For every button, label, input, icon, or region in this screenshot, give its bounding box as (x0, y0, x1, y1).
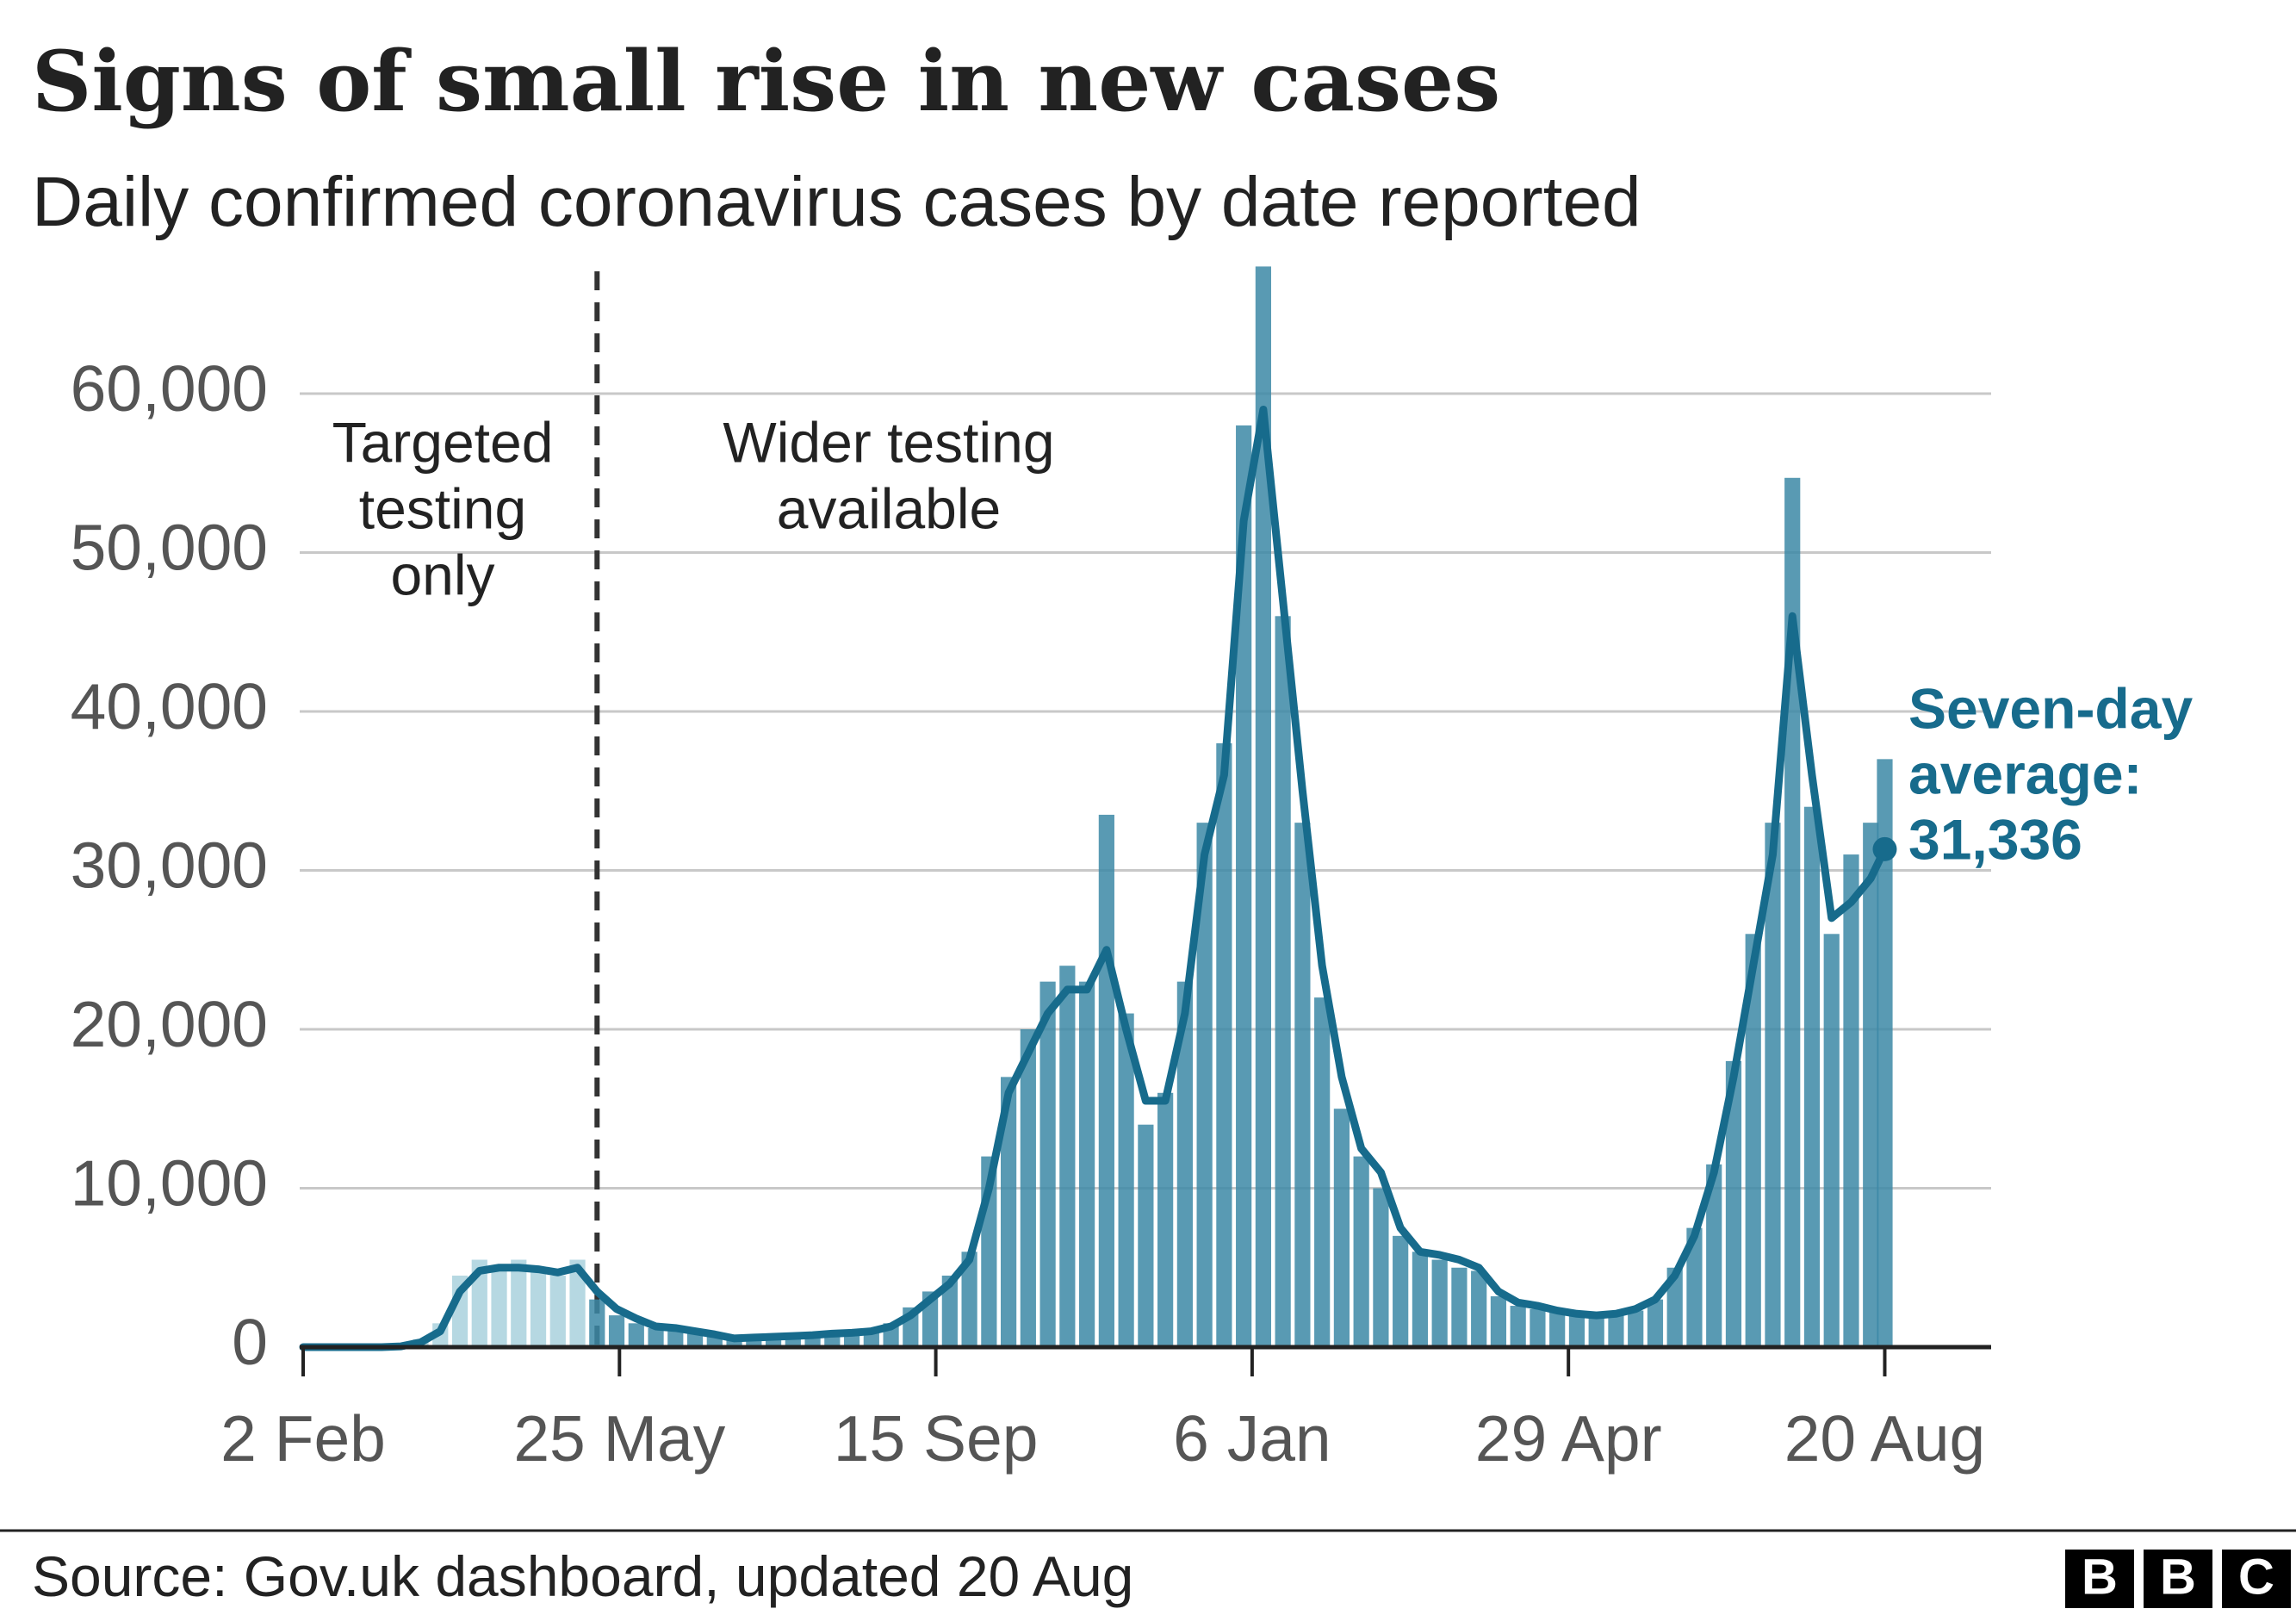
bar (1393, 1235, 1409, 1347)
average-label: Seven-day (1908, 676, 2193, 740)
bar (961, 1252, 977, 1347)
bar (589, 1299, 605, 1347)
average-value: 31,336 (1908, 807, 2082, 871)
logo-letter: B (2160, 1549, 2196, 1605)
y-tick-label: 10,000 (71, 1146, 268, 1219)
bar (1314, 997, 1331, 1347)
x-tick-label: 20 Aug (1784, 1402, 1986, 1475)
bar (1431, 1259, 1448, 1347)
bar (1216, 742, 1232, 1347)
bar (1098, 814, 1114, 1347)
x-tick-label: 25 May (513, 1402, 725, 1475)
bar (941, 1275, 958, 1347)
bar (1236, 425, 1252, 1347)
bar (1412, 1252, 1429, 1347)
chart-title: Signs of small rise in new cases (32, 33, 1500, 130)
bar (746, 1337, 762, 1347)
bar (1843, 854, 1859, 1347)
bar (1784, 477, 1801, 1347)
bar (1706, 1164, 1722, 1347)
bar (1568, 1315, 1585, 1347)
bar (1294, 823, 1311, 1347)
bar (530, 1267, 547, 1347)
bar (1176, 981, 1193, 1347)
bar (1765, 823, 1781, 1347)
logo-letter: C (2238, 1549, 2274, 1605)
bar (511, 1259, 527, 1347)
bar (1451, 1267, 1468, 1347)
bar (1549, 1312, 1566, 1347)
x-tick-label: 2 Feb (220, 1402, 386, 1475)
annotation: Targeted (332, 410, 554, 474)
annotation: testing (359, 476, 526, 540)
bar (549, 1275, 566, 1347)
bar (1157, 1092, 1174, 1347)
bar (667, 1331, 684, 1347)
bar (1803, 806, 1821, 1347)
bar (726, 1339, 742, 1347)
bar (1471, 1270, 1487, 1347)
bar (1877, 759, 1893, 1347)
bar (608, 1315, 625, 1347)
bar (1079, 981, 1095, 1347)
bar (1059, 966, 1076, 1347)
logo-letter: B (2082, 1549, 2118, 1605)
bar (1490, 1295, 1507, 1347)
end-dot (1872, 836, 1897, 861)
bar (1001, 1077, 1017, 1347)
bar (1666, 1267, 1683, 1347)
bar (1530, 1308, 1546, 1347)
bar (1608, 1315, 1624, 1347)
bar (1255, 266, 1271, 1347)
y-tick-label: 30,000 (71, 829, 268, 901)
x-tick-label: 29 Apr (1475, 1402, 1662, 1475)
logo-block (2222, 1550, 2291, 1608)
bar (569, 1259, 586, 1347)
y-tick-label: 20,000 (71, 988, 268, 1060)
average-line (299, 405, 1889, 1351)
bar (1628, 1310, 1644, 1347)
y-tick-label: 50,000 (71, 511, 268, 583)
bar (1823, 934, 1840, 1347)
bar (1039, 981, 1056, 1347)
bar (1275, 616, 1291, 1347)
bar (1196, 823, 1213, 1347)
bar (491, 1267, 507, 1347)
bar (471, 1259, 487, 1347)
y-tick-label: 40,000 (71, 670, 268, 742)
bar (1373, 1188, 1389, 1347)
bar (1333, 1109, 1350, 1347)
y-tick-label: 60,000 (71, 352, 268, 425)
bar (1725, 1060, 1742, 1347)
bar (1588, 1316, 1604, 1347)
bar (1138, 1124, 1154, 1347)
bar (628, 1323, 644, 1347)
x-tick-label: 15 Sep (834, 1402, 1039, 1475)
annotation: Wider testing (723, 410, 1054, 474)
bar (686, 1332, 704, 1347)
bar (648, 1327, 664, 1347)
chart-subtitle: Daily confirmed coronavirus cases by dat… (32, 163, 1641, 241)
y-tick-label: 0 (232, 1306, 268, 1378)
logo-block (2065, 1550, 2134, 1608)
average-label: average: (1908, 742, 2143, 805)
source: Source: Gov.uk dashboard, updated 20 Aug (32, 1544, 1133, 1608)
bar (1686, 1227, 1703, 1347)
logo-block (2144, 1550, 2212, 1608)
bar (1745, 934, 1761, 1347)
bar (1353, 1156, 1369, 1347)
bar (1510, 1306, 1526, 1347)
bar (1647, 1299, 1664, 1347)
annotation: only (390, 543, 494, 606)
bar (1020, 1029, 1036, 1347)
bar (1118, 1013, 1134, 1347)
x-tick-label: 6 Jan (1173, 1402, 1331, 1475)
bar (1863, 823, 1879, 1347)
annotation: available (777, 476, 1002, 540)
